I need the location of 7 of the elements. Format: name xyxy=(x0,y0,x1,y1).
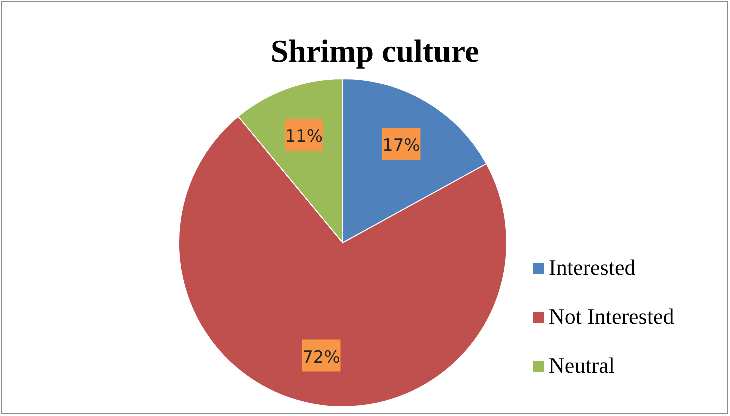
legend-label: Not Interested xyxy=(549,304,674,329)
chart-title: Shrimp culture xyxy=(270,33,480,69)
legend-label: Neutral xyxy=(549,353,615,378)
data-label: 11% xyxy=(285,126,324,147)
data-label: 17% xyxy=(382,136,420,156)
legend-label: Interested xyxy=(549,255,636,280)
data-label: 72% xyxy=(302,348,340,368)
